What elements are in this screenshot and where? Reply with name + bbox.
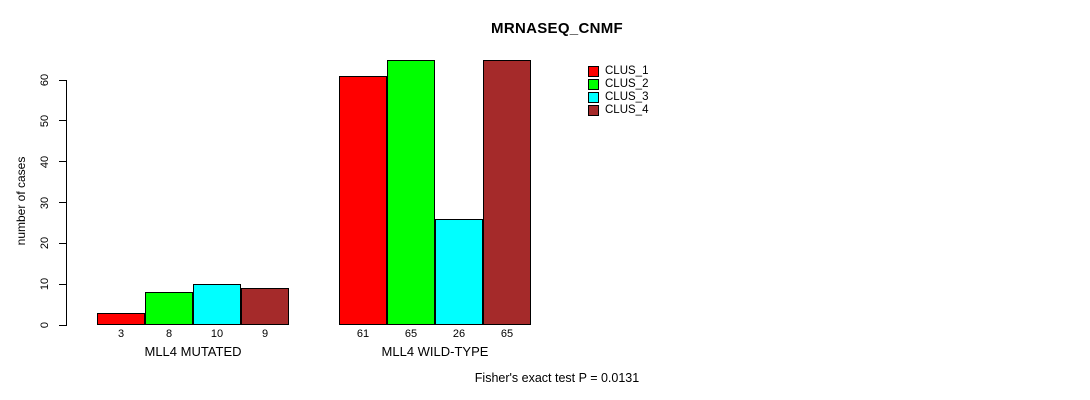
legend-label-clus-1: CLUS_1	[605, 65, 649, 77]
fisher-test-annotation: Fisher's exact test P = 0.0131	[474, 371, 640, 385]
legend-row: CLUS_1	[588, 65, 649, 77]
y-axis-title: number of cases	[14, 156, 28, 246]
x-category-label-mll4-wild-type: MLL4 WILD-TYPE	[381, 344, 489, 359]
y-axis-line	[66, 80, 67, 326]
legend-row: CLUS_2	[588, 78, 649, 90]
y-axis-tick-label: 0	[39, 321, 51, 329]
y-axis-tick	[59, 120, 66, 122]
bar-value-label: 10	[210, 328, 224, 340]
y-axis-tick-label: 50	[39, 114, 51, 127]
legend-row: CLUS_3	[588, 91, 649, 103]
bar-value-label: 3	[117, 328, 125, 340]
chart-title: MRNASEQ_CNMF	[491, 20, 623, 37]
legend-swatch-clus-1	[588, 66, 599, 77]
y-axis-tick	[59, 161, 66, 163]
legend-swatch-clus-2	[588, 79, 599, 90]
x-category-label-mll4-mutated: MLL4 MUTATED	[144, 344, 242, 359]
y-axis-tick	[59, 79, 66, 81]
y-axis-tick	[59, 324, 66, 326]
y-axis-tick	[59, 283, 66, 285]
bar-clus_4-mll4-mutated	[241, 288, 289, 325]
bar-clus_1-mll4-wild-type	[339, 76, 387, 325]
bar-clus_1-mll4-mutated	[97, 313, 145, 325]
bar-clus_2-mll4-mutated	[145, 292, 193, 325]
y-axis-tick-label: 10	[39, 278, 51, 291]
legend-label-clus-2: CLUS_2	[605, 78, 649, 90]
y-axis-tick	[59, 242, 66, 244]
legend-swatch-clus-3	[588, 92, 599, 103]
bar-clus_3-mll4-wild-type	[435, 219, 483, 325]
legend-swatch-clus-4	[588, 105, 599, 116]
bar-clus_2-mll4-wild-type	[387, 60, 435, 325]
bar-clus_3-mll4-mutated	[193, 284, 241, 325]
y-axis-tick	[59, 202, 66, 203]
bar-value-label: 65	[500, 328, 514, 340]
bar-value-label: 9	[261, 328, 269, 340]
legend-label-clus-4: CLUS_4	[605, 104, 649, 116]
y-axis-tick-label: 60	[39, 73, 51, 87]
legend-label-clus-3: CLUS_3	[605, 91, 649, 103]
bar-clus_4-mll4-wild-type	[483, 60, 531, 325]
y-axis-tick-label: 30	[39, 196, 51, 209]
legend: CLUS_1 CLUS_2 CLUS_3 CLUS_4	[588, 65, 649, 118]
legend-row: CLUS_4	[588, 104, 649, 116]
bar-value-label: 61	[356, 328, 370, 340]
bar-value-label: 65	[404, 328, 418, 340]
y-axis-tick-label: 40	[39, 155, 51, 168]
y-axis-tick-label: 20	[39, 237, 51, 250]
bar-value-label: 26	[452, 328, 466, 340]
bar-value-label: 8	[165, 328, 173, 340]
